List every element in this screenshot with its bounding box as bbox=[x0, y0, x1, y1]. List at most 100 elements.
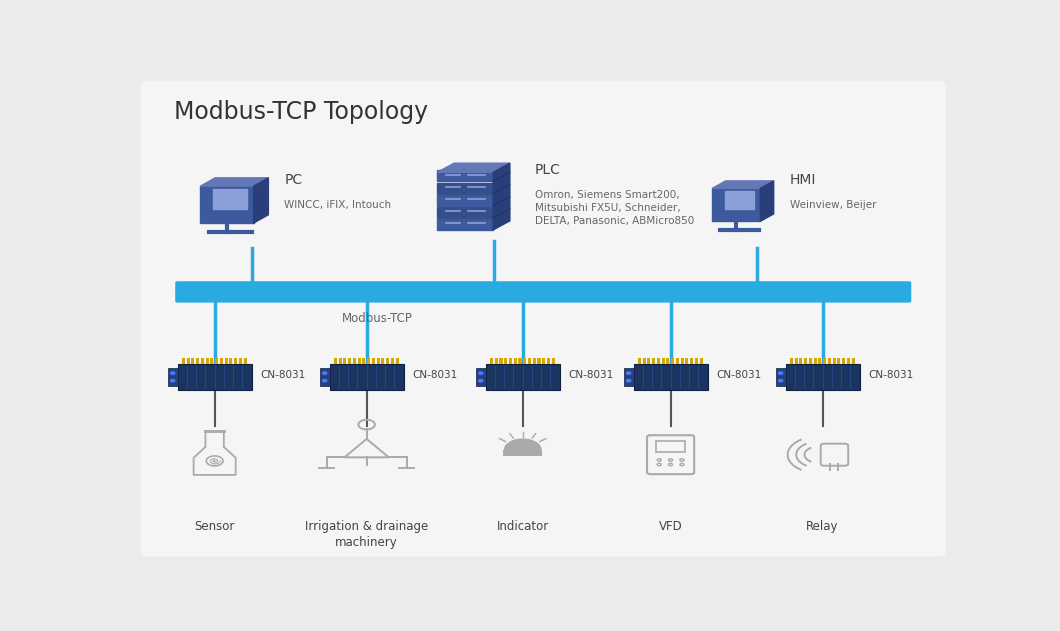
Polygon shape bbox=[505, 439, 541, 450]
FancyBboxPatch shape bbox=[657, 358, 660, 364]
FancyBboxPatch shape bbox=[690, 358, 693, 364]
Polygon shape bbox=[725, 191, 754, 209]
Circle shape bbox=[479, 379, 483, 382]
FancyBboxPatch shape bbox=[686, 358, 688, 364]
FancyBboxPatch shape bbox=[671, 358, 674, 364]
FancyBboxPatch shape bbox=[813, 358, 816, 364]
FancyBboxPatch shape bbox=[495, 358, 498, 364]
FancyBboxPatch shape bbox=[518, 358, 522, 364]
FancyBboxPatch shape bbox=[805, 358, 807, 364]
Text: VFD: VFD bbox=[658, 521, 683, 533]
FancyBboxPatch shape bbox=[851, 358, 854, 364]
FancyBboxPatch shape bbox=[187, 358, 190, 364]
FancyBboxPatch shape bbox=[623, 368, 634, 386]
FancyBboxPatch shape bbox=[547, 358, 550, 364]
FancyBboxPatch shape bbox=[485, 364, 560, 389]
FancyBboxPatch shape bbox=[832, 358, 835, 364]
FancyBboxPatch shape bbox=[343, 358, 347, 364]
FancyBboxPatch shape bbox=[533, 358, 535, 364]
FancyBboxPatch shape bbox=[667, 358, 670, 364]
FancyBboxPatch shape bbox=[178, 364, 251, 389]
FancyBboxPatch shape bbox=[391, 358, 394, 364]
FancyBboxPatch shape bbox=[219, 358, 223, 364]
FancyBboxPatch shape bbox=[395, 358, 399, 364]
FancyBboxPatch shape bbox=[353, 358, 356, 364]
FancyBboxPatch shape bbox=[847, 358, 850, 364]
FancyBboxPatch shape bbox=[320, 368, 330, 386]
FancyBboxPatch shape bbox=[514, 358, 517, 364]
Circle shape bbox=[479, 372, 483, 374]
Polygon shape bbox=[438, 170, 493, 181]
Polygon shape bbox=[253, 178, 268, 223]
Text: Sensor: Sensor bbox=[194, 521, 235, 533]
Polygon shape bbox=[438, 207, 493, 218]
Circle shape bbox=[626, 372, 631, 374]
FancyBboxPatch shape bbox=[167, 368, 178, 386]
FancyBboxPatch shape bbox=[828, 358, 831, 364]
FancyBboxPatch shape bbox=[790, 358, 793, 364]
FancyBboxPatch shape bbox=[338, 358, 341, 364]
FancyBboxPatch shape bbox=[196, 358, 199, 364]
Circle shape bbox=[322, 372, 326, 374]
FancyBboxPatch shape bbox=[348, 358, 351, 364]
FancyBboxPatch shape bbox=[785, 364, 860, 389]
FancyBboxPatch shape bbox=[334, 358, 337, 364]
Polygon shape bbox=[712, 188, 760, 221]
Circle shape bbox=[171, 372, 175, 374]
FancyBboxPatch shape bbox=[367, 358, 370, 364]
FancyBboxPatch shape bbox=[357, 358, 360, 364]
Circle shape bbox=[779, 379, 782, 382]
Text: CN-8031: CN-8031 bbox=[412, 370, 458, 379]
Circle shape bbox=[626, 379, 631, 382]
Polygon shape bbox=[438, 195, 493, 206]
Text: Modbus-TCP Topology: Modbus-TCP Topology bbox=[174, 100, 427, 124]
FancyBboxPatch shape bbox=[528, 358, 531, 364]
Text: Omron, Siemens Smart200,
Mitsubishi FX5U, Schneider,
DELTA, Panasonic, ABMicro85: Omron, Siemens Smart200, Mitsubishi FX5U… bbox=[535, 190, 694, 227]
Text: WINCC, iFIX, Intouch: WINCC, iFIX, Intouch bbox=[284, 199, 391, 209]
FancyBboxPatch shape bbox=[681, 358, 684, 364]
Polygon shape bbox=[712, 181, 774, 188]
Text: PLC: PLC bbox=[535, 163, 561, 177]
FancyBboxPatch shape bbox=[776, 368, 785, 386]
Polygon shape bbox=[438, 163, 510, 172]
FancyBboxPatch shape bbox=[234, 358, 237, 364]
FancyBboxPatch shape bbox=[509, 358, 512, 364]
FancyBboxPatch shape bbox=[363, 358, 366, 364]
Text: CN-8031: CN-8031 bbox=[569, 370, 614, 379]
FancyBboxPatch shape bbox=[661, 358, 665, 364]
FancyBboxPatch shape bbox=[238, 358, 242, 364]
Text: CN-8031: CN-8031 bbox=[717, 370, 762, 379]
Text: CN-8031: CN-8031 bbox=[261, 370, 306, 379]
FancyBboxPatch shape bbox=[823, 358, 826, 364]
FancyBboxPatch shape bbox=[676, 358, 678, 364]
FancyBboxPatch shape bbox=[818, 358, 822, 364]
FancyBboxPatch shape bbox=[524, 358, 526, 364]
Circle shape bbox=[322, 379, 326, 382]
Text: Modbus-TCP: Modbus-TCP bbox=[342, 312, 412, 326]
FancyBboxPatch shape bbox=[192, 358, 194, 364]
FancyBboxPatch shape bbox=[215, 358, 218, 364]
Polygon shape bbox=[760, 181, 774, 221]
FancyBboxPatch shape bbox=[182, 358, 184, 364]
FancyBboxPatch shape bbox=[799, 358, 802, 364]
Polygon shape bbox=[493, 163, 510, 230]
FancyBboxPatch shape bbox=[700, 358, 703, 364]
FancyBboxPatch shape bbox=[229, 358, 232, 364]
Polygon shape bbox=[438, 219, 493, 230]
FancyBboxPatch shape bbox=[200, 358, 204, 364]
FancyBboxPatch shape bbox=[376, 358, 379, 364]
Text: HMI: HMI bbox=[790, 173, 816, 187]
FancyBboxPatch shape bbox=[499, 358, 502, 364]
FancyBboxPatch shape bbox=[175, 281, 912, 303]
FancyBboxPatch shape bbox=[244, 358, 247, 364]
FancyBboxPatch shape bbox=[505, 358, 508, 364]
FancyBboxPatch shape bbox=[694, 358, 697, 364]
FancyBboxPatch shape bbox=[372, 358, 375, 364]
FancyBboxPatch shape bbox=[490, 358, 493, 364]
FancyBboxPatch shape bbox=[551, 358, 554, 364]
Circle shape bbox=[171, 379, 175, 382]
FancyBboxPatch shape bbox=[386, 358, 389, 364]
FancyBboxPatch shape bbox=[638, 358, 641, 364]
Polygon shape bbox=[200, 178, 268, 186]
Text: Indicator: Indicator bbox=[496, 521, 549, 533]
